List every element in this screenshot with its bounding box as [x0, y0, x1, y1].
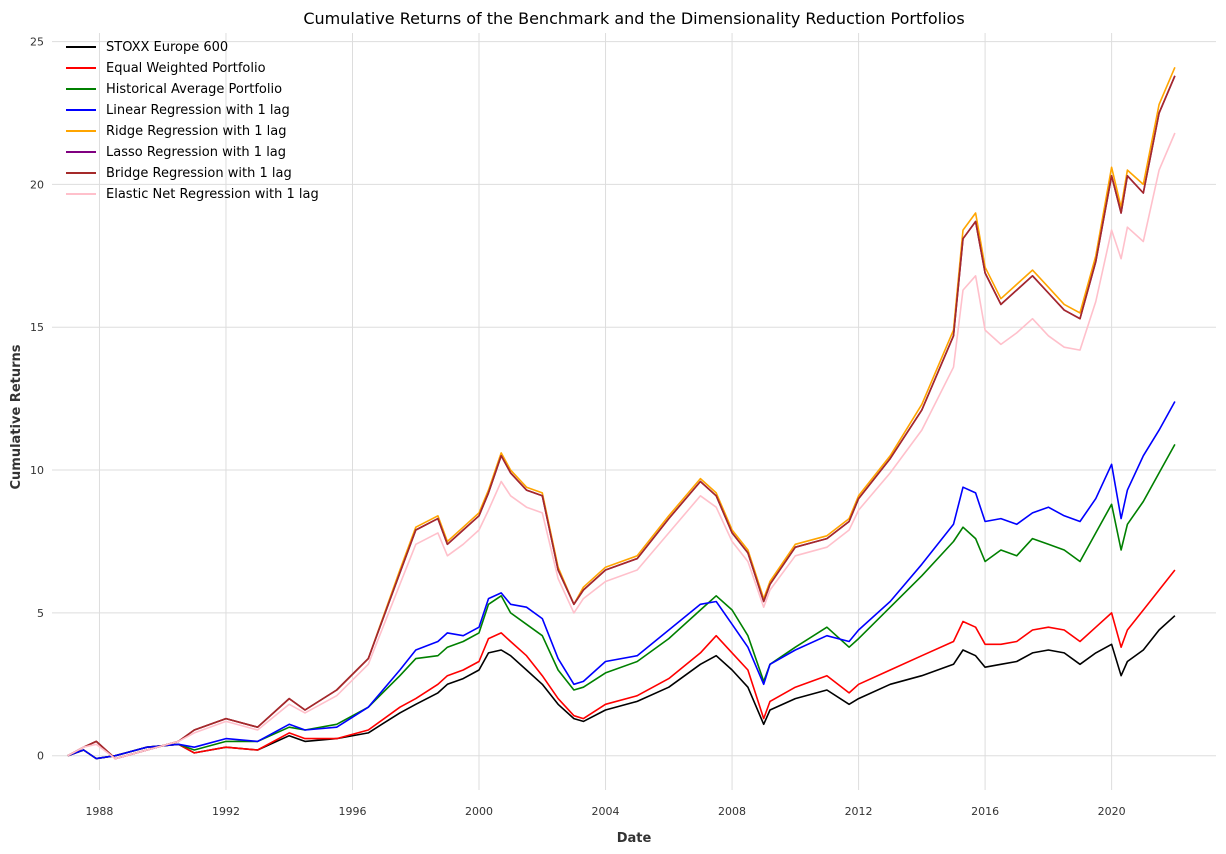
y-tick-label: 5 [37, 607, 44, 620]
tick-layer: 1988 1992 1996 2000 2004 2008 2012 2016 2020 0 5 10… [30, 36, 1126, 818]
series-line-7 [67, 75, 1176, 760]
x-tick-label: 1992 [212, 805, 240, 818]
y-tick-label: 15 [30, 321, 44, 334]
legend-entry-label: Lasso Regression with 1 lag [106, 145, 286, 160]
y-tick-label: 10 [30, 464, 44, 477]
x-tick-label: 2020 [1098, 805, 1126, 818]
x-tick-label: 2016 [971, 805, 999, 818]
series-line-8 [67, 132, 1176, 760]
x-tick-label: 1988 [85, 805, 113, 818]
y-tick-label: 20 [30, 178, 44, 191]
legend-entry-label: Linear Regression with 1 lag [106, 103, 290, 118]
series-line-2 [67, 569, 1176, 760]
y-axis-label: Cumulative Returns [9, 344, 24, 489]
y-tick-label: 0 [37, 750, 44, 763]
series-line-4 [67, 401, 1176, 760]
series-layer [67, 66, 1176, 760]
legend-entry-label: Ridge Regression with 1 lag [106, 124, 286, 139]
legend-entry-label: Equal Weighted Portfolio [106, 61, 266, 76]
x-tick-label: 1996 [338, 805, 366, 818]
legend-entry-label: Elastic Net Regression with 1 lag [106, 187, 319, 202]
legend-entry-label: Bridge Regression with 1 lag [106, 166, 292, 181]
x-tick-label: 2012 [845, 805, 873, 818]
x-tick-label: 2000 [465, 805, 493, 818]
series-line-3 [67, 444, 1176, 760]
legend: STOXX Europe 600 Equal Weighted Portfolio… [66, 40, 319, 202]
legend-entry-label: STOXX Europe 600 [106, 40, 228, 55]
x-axis-label: Date [617, 831, 652, 846]
y-tick-label: 25 [30, 36, 44, 49]
chart-title: Cumulative Returns of the Benchmark and … [303, 9, 964, 28]
legend-entry-label: Historical Average Portfolio [106, 82, 282, 97]
x-tick-label: 2008 [718, 805, 746, 818]
x-tick-label: 2004 [592, 805, 620, 818]
series-line-1 [67, 615, 1176, 760]
